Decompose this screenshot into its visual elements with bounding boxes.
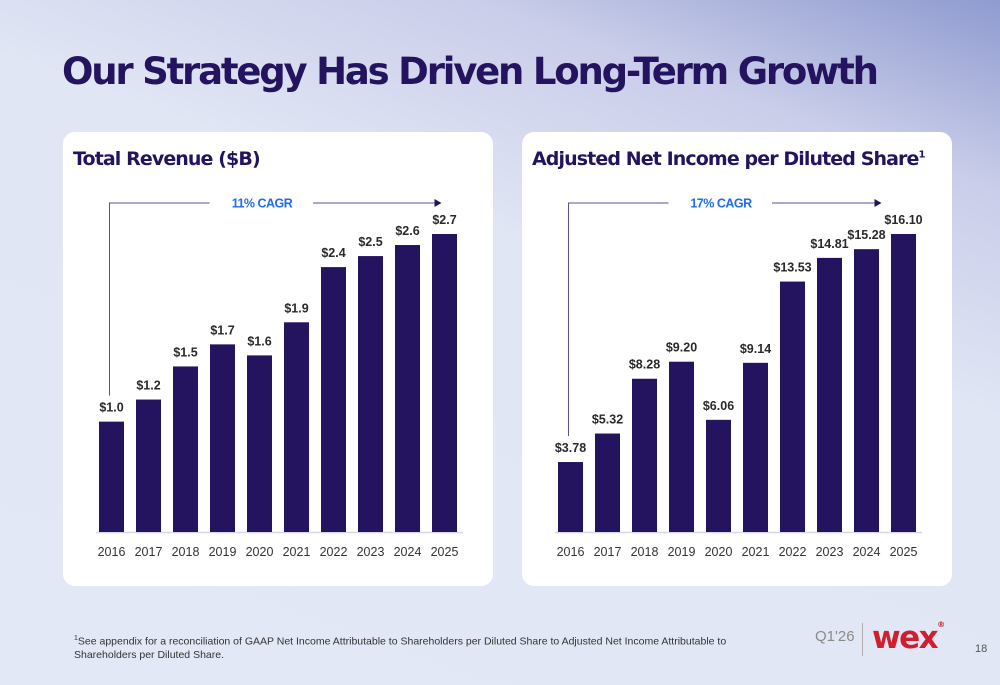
data-label-2017: $5.32: [592, 413, 623, 427]
eps-chart-title-text: Adjusted Net Income per Diluted Share: [532, 148, 919, 170]
data-label-2017: $1.2: [136, 379, 160, 393]
bar-2024: [395, 245, 420, 532]
x-tick-label-2020: 2020: [246, 545, 274, 559]
data-label-2019: $9.20: [666, 341, 697, 355]
x-tick-label-2018: 2018: [631, 545, 659, 559]
x-tick-label-2023: 2023: [816, 545, 844, 559]
x-tick-label-2025: 2025: [890, 545, 918, 559]
data-label-2023: $2.5: [358, 235, 382, 249]
x-tick-label-2022: 2022: [779, 545, 807, 559]
data-label-2020: $6.06: [703, 399, 734, 413]
revenue-chart-title: Total Revenue ($B): [73, 148, 261, 170]
footnote-text: See appendix for a reconciliation of GAA…: [74, 635, 727, 661]
x-tick-label-2023: 2023: [357, 545, 385, 559]
bar-2022: [321, 267, 346, 532]
bar-2021: [743, 362, 768, 532]
cagr-label-bg: [215, 194, 309, 212]
revenue-chart-card: Total Revenue ($B) $1.0 2016 $1.2 2017 $1.5 2…: [63, 132, 493, 586]
eps-chart-card: Adjusted Net Income per Diluted Share1 $…: [522, 132, 952, 586]
x-tick-label-2025: 2025: [431, 545, 459, 559]
page-number: 18: [975, 643, 988, 655]
data-label-2021: $9.14: [740, 342, 771, 356]
bar-2024: [854, 249, 879, 532]
x-tick-label-2022: 2022: [320, 545, 348, 559]
wex-logo: wex®: [872, 620, 945, 656]
data-label-2024: $15.28: [847, 228, 885, 242]
x-tick-label-2024: 2024: [394, 545, 422, 559]
slide-title: Our Strategy Has Driven Long-Term Growth: [62, 50, 879, 93]
cagr-label-bg: [674, 194, 768, 212]
data-label-2025: $2.7: [432, 213, 456, 227]
x-tick-label-2019: 2019: [209, 545, 237, 559]
bar-2016: [99, 421, 124, 532]
data-label-2016: $3.78: [555, 441, 586, 455]
x-tick-label-2016: 2016: [557, 545, 585, 559]
x-tick-label-2019: 2019: [668, 545, 696, 559]
data-label-2016: $1.0: [99, 401, 123, 415]
x-tick-label-2024: 2024: [853, 545, 881, 559]
data-label-2019: $1.7: [210, 323, 234, 337]
registered-mark: ®: [937, 620, 946, 629]
bar-2018: [173, 366, 198, 532]
bar-2019: [210, 344, 235, 532]
data-label-2018: $1.5: [173, 345, 197, 359]
data-label-2024: $2.6: [395, 224, 419, 238]
eps-chart-title: Adjusted Net Income per Diluted Share1: [532, 148, 925, 170]
cagr-label: 17% CAGR: [690, 197, 752, 211]
revenue-bar-chart: $1.0 2016 $1.2 2017 $1.5 2018 $1.7 2019 $1.6 2020…: [96, 194, 463, 559]
revenue-chart-title-text: Total Revenue ($B): [73, 148, 261, 170]
cagr-bracket-left: [568, 202, 669, 437]
wex-logo-text: wex: [872, 620, 939, 656]
data-label-2018: $8.28: [629, 358, 660, 372]
bar-2025: [432, 234, 457, 532]
bar-2023: [358, 256, 383, 532]
bar-2017: [136, 399, 161, 532]
bar-2020: [247, 355, 272, 532]
x-tick-label-2016: 2016: [98, 545, 126, 559]
bar-2022: [780, 281, 805, 532]
data-label-2022: $13.53: [773, 261, 811, 275]
bar-2016: [558, 462, 583, 532]
x-tick-label-2017: 2017: [594, 545, 622, 559]
x-tick-label-2020: 2020: [705, 545, 733, 559]
x-tick-label-2018: 2018: [172, 545, 200, 559]
data-label-2025: $16.10: [884, 213, 922, 227]
x-tick-label-2021: 2021: [742, 545, 770, 559]
bar-2020: [706, 419, 731, 532]
x-tick-label-2017: 2017: [135, 545, 163, 559]
cagr-arrow-head-icon: [434, 199, 442, 207]
quarter-label: Q1'26: [815, 628, 855, 645]
cagr-label: 11% CAGR: [232, 197, 293, 211]
footnote: 1See appendix for a reconciliation of GA…: [74, 632, 774, 662]
bar-2021: [284, 322, 309, 532]
footnote-marker: 1: [74, 635, 78, 642]
data-label-2020: $1.6: [247, 334, 271, 348]
bar-2023: [817, 257, 842, 532]
footer-divider: [862, 623, 863, 656]
cagr-bracket-left: [109, 202, 210, 396]
x-tick-label-2021: 2021: [283, 545, 311, 559]
cagr-arrow-head-icon: [874, 199, 882, 207]
data-label-2023: $14.81: [810, 237, 848, 251]
bar-2017: [595, 433, 620, 532]
bar-2018: [632, 378, 657, 532]
data-label-2021: $1.9: [284, 301, 308, 315]
eps-bar-chart: $3.78 2016 $5.32 2017 $8.28 2018 $9.20 2019 $6.0…: [555, 194, 923, 559]
data-label-2022: $2.4: [321, 246, 345, 260]
bar-2025: [891, 234, 916, 532]
bar-2019: [669, 361, 694, 532]
eps-title-footnote-marker: 1: [918, 149, 926, 161]
